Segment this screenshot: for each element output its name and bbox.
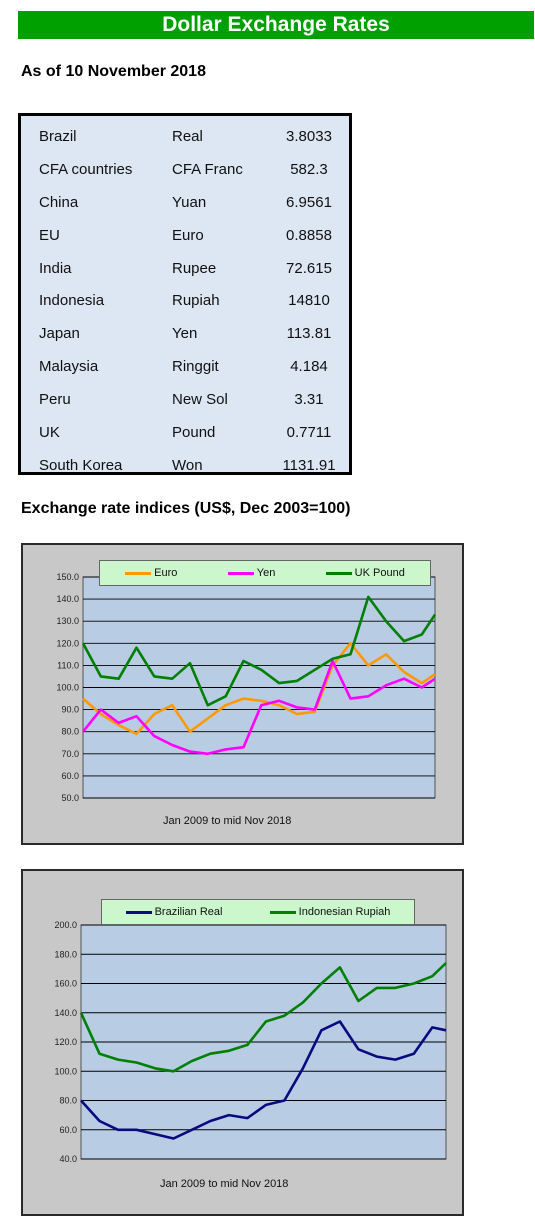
legend-swatch xyxy=(125,571,152,575)
page-banner: Dollar Exchange Rates xyxy=(18,11,534,39)
rates-table-box: Brazil Real 3.8033 CFA countries CFA Franc 58… xyxy=(18,113,352,475)
y-tick-label: 50.0 xyxy=(61,793,79,803)
legend-indices: Euro Yen UK Pound xyxy=(99,560,431,586)
rate-cell: 6.9561 xyxy=(286,193,332,211)
chart-panel-indices: 50.0 60.0 70.0 80.0 90.0 100.0 110.0 120.0 130.0… xyxy=(21,543,464,845)
y-tick-label: 180.0 xyxy=(54,949,77,959)
y-tick-label: 160.0 xyxy=(54,979,77,989)
legend-item: UK Pound xyxy=(325,567,405,579)
y-tick-label: 140.0 xyxy=(54,1008,77,1018)
legend-label: Brazilian Real xyxy=(154,906,223,918)
legend-label: Euro xyxy=(154,567,178,579)
y-tick-label: 100.0 xyxy=(56,683,79,693)
series-line-0 xyxy=(80,1020,447,1140)
table-row: Peru New Sol 3.31 xyxy=(39,383,339,416)
chart-indices: 50.0 60.0 70.0 80.0 90.0 100.0 110.0 120.0 130.0… xyxy=(56,572,437,803)
table-row: India Rupee 72.615 xyxy=(39,252,339,285)
series-line-1 xyxy=(81,659,436,756)
rate-cell: 0.7711 xyxy=(286,423,332,441)
table-row: South Korea Won 1131.91 xyxy=(39,449,339,482)
y-tick-label: 60.0 xyxy=(59,1125,77,1135)
currency-cell: Yuan xyxy=(172,193,207,211)
currency-cell: Euro xyxy=(172,226,204,244)
legend-item: Euro xyxy=(125,567,177,579)
currency-cell: New Sol xyxy=(172,391,228,409)
legend-label: UK Pound xyxy=(354,567,405,579)
rate-cell: 4.184 xyxy=(290,358,328,376)
y-tick-label: 200.0 xyxy=(54,920,77,930)
country-cell: Brazil xyxy=(39,127,77,145)
table-row: EU Euro 0.8858 xyxy=(39,219,339,252)
table-row: Malaysia Ringgit 4.184 xyxy=(39,350,339,383)
currency-cell: Ringgit xyxy=(172,358,219,376)
rate-cell: 72.615 xyxy=(286,259,332,277)
currency-cell: Rupiah xyxy=(172,292,220,310)
currency-cell: Real xyxy=(172,127,203,145)
series-line-0 xyxy=(82,642,436,736)
y-tick-label: 130.0 xyxy=(56,616,79,626)
y-tick-label: 150.0 xyxy=(56,572,79,582)
legend-swatch xyxy=(325,571,352,575)
country-cell: Japan xyxy=(39,325,80,343)
legend-item: Indonesian Rupiah xyxy=(269,906,391,918)
currency-cell: Pound xyxy=(172,423,216,441)
legend-item: Yen xyxy=(227,567,276,579)
currency-cell: Won xyxy=(172,456,203,474)
legend-item: Brazilian Real xyxy=(125,906,223,918)
currency-cell: Yen xyxy=(172,325,198,343)
country-cell: China xyxy=(39,193,79,211)
country-cell: EU xyxy=(39,226,60,244)
y-tick-label: 90.0 xyxy=(61,705,79,715)
y-tick-label: 120.0 xyxy=(54,1037,77,1047)
section-title: Exchange rate indices (US$, Dec 2003=100… xyxy=(21,500,351,517)
legend-brl-idr: Brazilian Real Indonesian Rupiah xyxy=(101,899,415,925)
chart-caption: Jan 2009 to mid Nov 2018 xyxy=(163,815,292,827)
country-cell: Indonesia xyxy=(39,292,105,310)
table-row: China Yuan 6.9561 xyxy=(39,186,339,219)
legend-swatch xyxy=(125,910,152,914)
table-row: CFA countries CFA Franc 582.3 xyxy=(39,153,339,186)
rate-cell: 0.8858 xyxy=(286,226,332,244)
y-tick-label: 120.0 xyxy=(56,638,79,648)
table-row: UK Pound 0.7711 xyxy=(39,416,339,449)
y-tick-label: 80.0 xyxy=(61,727,79,737)
y-tick-label: 140.0 xyxy=(56,594,79,604)
legend-label: Indonesian Rupiah xyxy=(298,906,391,918)
chart-brl-idr: 40.0 60.0 80.0 100.0 120.0 140.0 160.0 180.0 200… xyxy=(54,920,447,1164)
y-tick-label: 70.0 xyxy=(61,749,79,759)
country-cell: UK xyxy=(39,423,60,441)
series-line-2 xyxy=(81,595,437,707)
legend-swatch xyxy=(227,571,254,575)
y-tick-label: 80.0 xyxy=(59,1096,77,1106)
series-line-1 xyxy=(79,962,447,1073)
chart-panel-brl-idr: 40.0 60.0 80.0 100.0 120.0 140.0 160.0 180.0 200… xyxy=(21,869,464,1216)
rates-table: Brazil Real 3.8033 CFA countries CFA Franc 58… xyxy=(39,120,339,482)
table-row: Japan Yen 113.81 xyxy=(39,317,339,350)
rate-cell: 3.8033 xyxy=(286,127,332,145)
y-tick-label: 100.0 xyxy=(54,1066,77,1076)
country-cell: Peru xyxy=(39,391,71,409)
as-of-date: As of 10 November 2018 xyxy=(21,63,206,80)
currency-cell: CFA Franc xyxy=(172,160,243,178)
rate-cell: 14810 xyxy=(288,292,330,310)
country-cell: CFA countries xyxy=(39,160,133,178)
legend-label: Yen xyxy=(256,567,276,579)
y-tick-label: 40.0 xyxy=(59,1154,77,1164)
chart-caption: Jan 2009 to mid Nov 2018 xyxy=(160,1178,289,1190)
rate-cell: 1131.91 xyxy=(282,456,336,474)
currency-cell: Rupee xyxy=(172,259,217,277)
y-tick-label: 60.0 xyxy=(61,771,79,781)
legend-swatch xyxy=(269,910,296,914)
country-cell: South Korea xyxy=(39,456,123,474)
y-tick-label: 110.0 xyxy=(57,660,79,670)
table-row: Brazil Real 3.8033 xyxy=(39,120,339,153)
rate-cell: 3.31 xyxy=(294,391,324,409)
rate-cell: 582.3 xyxy=(290,160,328,178)
country-cell: India xyxy=(39,259,72,277)
rate-cell: 113.81 xyxy=(286,325,332,343)
country-cell: Malaysia xyxy=(39,358,99,376)
table-row: Indonesia Rupiah 14810 xyxy=(39,284,339,317)
